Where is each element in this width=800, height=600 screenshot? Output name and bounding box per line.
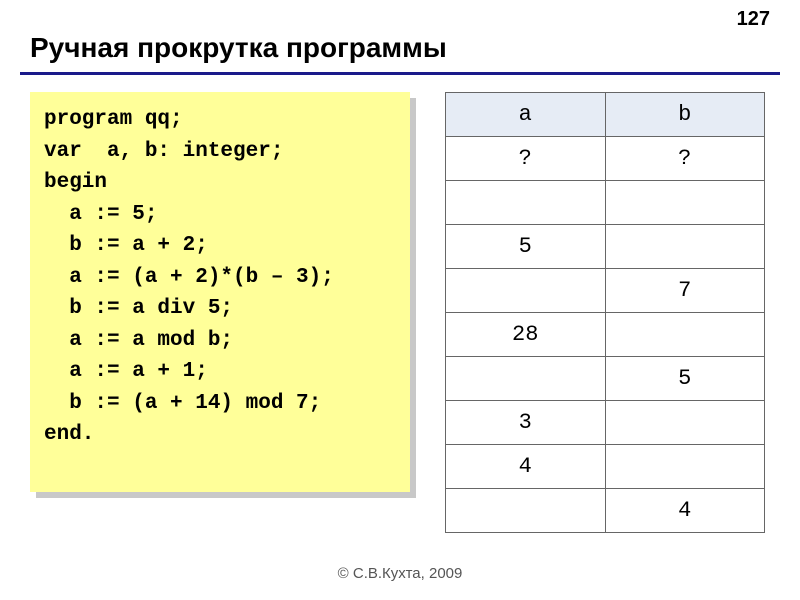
trace-header-row: a b — [446, 93, 765, 137]
trace-table: a b ??57285344 — [445, 92, 765, 533]
table-cell: 28 — [446, 313, 606, 357]
table-cell: 4 — [605, 489, 764, 533]
table-row: 3 — [446, 401, 765, 445]
table-cell: 5 — [446, 225, 606, 269]
table-cell — [446, 181, 606, 225]
table-cell — [605, 445, 764, 489]
page-number: 127 — [737, 8, 770, 31]
trace-col-b: b — [605, 93, 764, 137]
table-cell: 3 — [446, 401, 606, 445]
table-row — [446, 181, 765, 225]
table-cell — [446, 489, 606, 533]
table-row: 7 — [446, 269, 765, 313]
footer-copyright: © С.В.Кухта, 2009 — [0, 565, 800, 582]
table-cell: ? — [446, 137, 606, 181]
trace-col-a: a — [446, 93, 606, 137]
page-title: Ручная прокрутка программы — [30, 32, 447, 64]
table-row: 4 — [446, 445, 765, 489]
table-cell — [605, 401, 764, 445]
table-cell — [605, 181, 764, 225]
table-cell — [446, 357, 606, 401]
code-block: program qq; var a, b: integer; begin a :… — [30, 92, 410, 492]
table-cell: 4 — [446, 445, 606, 489]
table-row: 4 — [446, 489, 765, 533]
code-box: program qq; var a, b: integer; begin a :… — [30, 92, 410, 492]
table-cell — [605, 225, 764, 269]
table-cell: ? — [605, 137, 764, 181]
table-row: 28 — [446, 313, 765, 357]
table-row: 5 — [446, 225, 765, 269]
table-row: ?? — [446, 137, 765, 181]
title-underline — [20, 72, 780, 75]
table-cell: 7 — [605, 269, 764, 313]
table-row: 5 — [446, 357, 765, 401]
table-cell: 5 — [605, 357, 764, 401]
table-cell — [446, 269, 606, 313]
table-cell — [605, 313, 764, 357]
